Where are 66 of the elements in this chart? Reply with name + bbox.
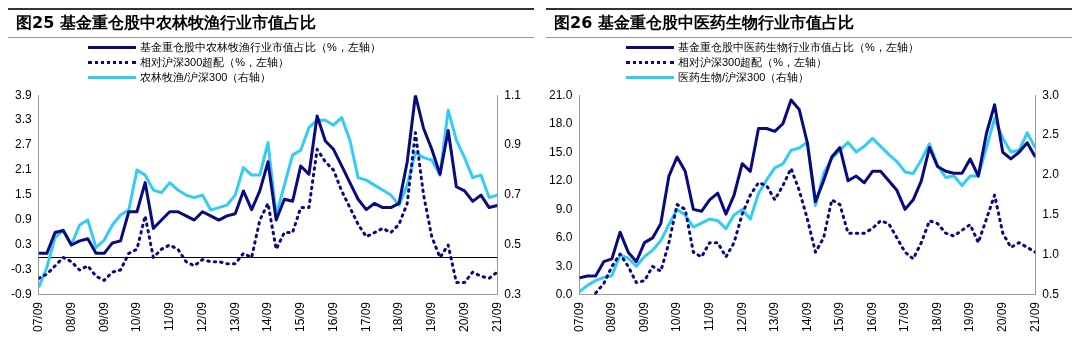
x-tick-label: 18/09 xyxy=(391,301,406,332)
x-tick-label: 19/09 xyxy=(424,301,439,332)
x-tick-label: 08/09 xyxy=(604,301,619,332)
y-tick-label: 1.5 xyxy=(14,187,32,202)
y2-tick-label: 0.3 xyxy=(504,287,522,302)
y2-tick-label: 2.0 xyxy=(1042,167,1060,182)
legend-label: 基金重仓股中农林牧渔行业市值占比（%，左轴） xyxy=(140,40,381,55)
x-tick-label: 12/09 xyxy=(194,301,209,332)
y2-tick-label: 1.1 xyxy=(504,87,522,102)
y-tick-label: 3.3 xyxy=(14,112,32,127)
y2-tick-label: 0.5 xyxy=(1042,287,1060,302)
x-tick-label: 17/09 xyxy=(358,301,373,332)
x-tick-label: 08/09 xyxy=(63,301,78,332)
y-tick-label: 0.9 xyxy=(14,212,32,227)
x-tick-label: 07/09 xyxy=(30,301,45,332)
x-tick-label: 17/09 xyxy=(897,301,912,332)
x-tick-label: 09/09 xyxy=(96,301,111,332)
y-tick-label: 15.0 xyxy=(549,144,573,159)
x-tick-label: 12/09 xyxy=(734,301,749,332)
y2-tick-label: 1.5 xyxy=(1042,207,1060,222)
y-tick-label: 3.9 xyxy=(14,87,32,102)
x-tick-label: 20/09 xyxy=(456,301,471,332)
x-tick-label: 19/09 xyxy=(962,301,977,332)
legend-label: 基金重仓股中医药生物行业市值占比（%，左轴） xyxy=(678,40,919,55)
y-tick-label: 6.0 xyxy=(555,230,573,245)
y-tick-label: 3.0 xyxy=(555,258,573,273)
x-tick-label: 10/09 xyxy=(129,301,144,332)
y-tick-label: -0.9 xyxy=(10,287,32,302)
y-tick-label: 12.0 xyxy=(549,173,573,188)
x-tick-label: 16/09 xyxy=(325,301,340,332)
x-tick-label: 21/09 xyxy=(489,301,504,332)
legend-label: 相对沪深300超配（%，左轴） xyxy=(140,55,290,70)
y-tick-label: 9.0 xyxy=(555,201,573,216)
x-tick-label: 14/09 xyxy=(260,301,275,332)
x-tick-label: 14/09 xyxy=(799,301,814,332)
x-tick-label: 15/09 xyxy=(832,301,847,332)
legend-label: 医药生物/沪深300（右轴） xyxy=(678,70,810,85)
x-tick-label: 10/09 xyxy=(669,301,684,332)
y2-tick-label: 1.0 xyxy=(1042,247,1060,262)
y-tick-label: 0.3 xyxy=(14,237,32,252)
y-tick-label: 2.7 xyxy=(14,137,32,152)
y-tick-label: 21.0 xyxy=(549,87,573,102)
x-tick-label: 20/09 xyxy=(995,301,1010,332)
x-tick-label: 13/09 xyxy=(767,301,782,332)
y2-tick-label: 3.0 xyxy=(1042,87,1060,102)
y-tick-label: -0.3 xyxy=(10,262,32,277)
x-tick-label: 18/09 xyxy=(929,301,944,332)
legend-label: 农林牧渔/沪深300（右轴） xyxy=(140,70,272,85)
x-tick-label: 16/09 xyxy=(864,301,879,332)
chart-title: 图26 基金重仓股中医药生物行业市值占比 xyxy=(546,8,1072,38)
x-tick-label: 21/09 xyxy=(1027,301,1042,332)
y-tick-label: 18.0 xyxy=(549,116,573,131)
x-tick-label: 09/09 xyxy=(636,301,651,332)
legend-label: 相对沪深300超配（%，左轴） xyxy=(678,55,828,70)
x-tick-label: 15/09 xyxy=(293,301,308,332)
y2-tick-label: 2.5 xyxy=(1042,127,1060,142)
x-tick-label: 13/09 xyxy=(227,301,242,332)
chart-title: 图25 基金重仓股中农林牧渔行业市值占比 xyxy=(8,8,534,38)
y2-tick-label: 0.7 xyxy=(504,187,522,202)
y2-tick-label: 0.5 xyxy=(504,237,522,252)
x-tick-label: 07/09 xyxy=(571,301,586,332)
x-tick-label: 11/09 xyxy=(162,301,177,332)
y2-tick-label: 0.9 xyxy=(504,137,522,152)
x-tick-label: 11/09 xyxy=(701,301,716,332)
y-tick-label: 0.0 xyxy=(555,287,573,302)
y-tick-label: 2.1 xyxy=(14,162,32,177)
